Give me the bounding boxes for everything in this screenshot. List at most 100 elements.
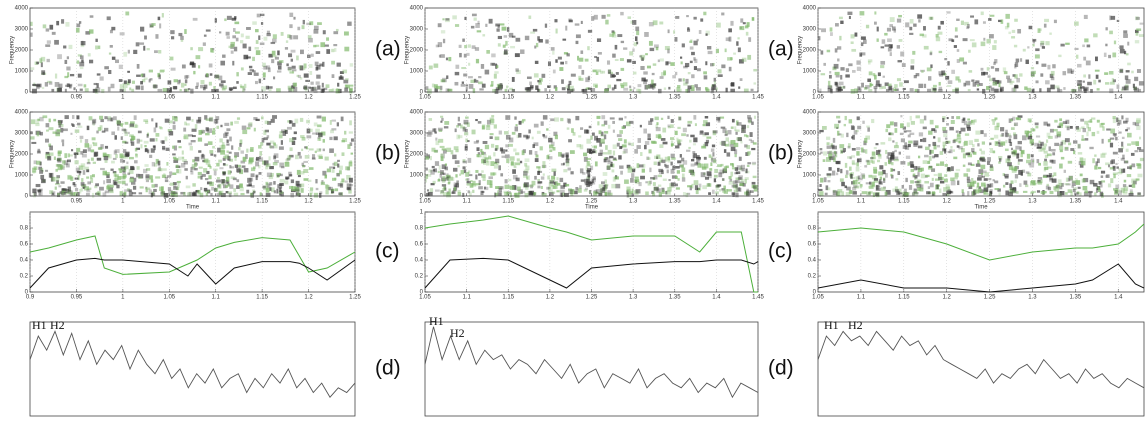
spectral-blob <box>135 42 140 47</box>
spectral-blob <box>973 189 976 194</box>
spectral-blob <box>684 62 690 68</box>
spectral-blob <box>706 46 712 50</box>
spectral-blob <box>662 127 667 133</box>
spectral-blob <box>109 44 113 48</box>
spectral-blob <box>950 177 954 182</box>
spectral-blob <box>211 130 216 135</box>
spectral-blob <box>725 87 728 93</box>
spectral-blob <box>1041 46 1046 49</box>
y-tick-label: 0.4 <box>415 258 424 264</box>
spectral-blob <box>1046 183 1049 187</box>
spectral-blob <box>1034 122 1039 126</box>
spectral-blob <box>301 137 306 141</box>
spectral-blob <box>730 139 736 145</box>
spectral-blob <box>131 80 135 84</box>
spectral-blob <box>644 84 649 90</box>
spectral-blob <box>551 175 556 180</box>
spectral-blob <box>920 138 923 142</box>
spectral-blob <box>713 159 717 164</box>
spectral-blob <box>1083 88 1087 94</box>
spectral-blob <box>130 165 134 170</box>
spectral-blob <box>274 144 278 149</box>
spectral-blob <box>138 192 143 195</box>
spectral-blob <box>952 88 958 93</box>
spectral-blob <box>849 190 852 194</box>
spectral-blob <box>252 189 256 193</box>
spectral-blob <box>168 189 173 194</box>
spectral-blob <box>153 163 158 167</box>
spectral-blob <box>186 192 191 197</box>
spectral-blob <box>1043 167 1047 172</box>
spectral-blob <box>1079 173 1083 177</box>
spectral-blob <box>515 152 520 156</box>
spectral-blob <box>1020 58 1023 62</box>
spectral-blob <box>493 124 497 129</box>
spectral-blob <box>111 56 116 60</box>
spectral-blob <box>216 192 222 197</box>
spectral-blob <box>324 174 328 178</box>
spectral-blob <box>205 159 211 165</box>
spectral-blob <box>222 54 226 58</box>
spectral-blob <box>1002 67 1007 73</box>
spectral-blob <box>591 16 595 21</box>
spectral-blob <box>1059 149 1063 153</box>
y-tick-label: 1000 <box>410 69 424 75</box>
spectral-blob <box>1062 71 1067 76</box>
spectral-blob <box>505 40 508 46</box>
spectral-blob <box>1011 36 1016 39</box>
spectral-blob <box>103 155 109 161</box>
spectral-blob <box>871 181 875 187</box>
spectral-blob <box>550 118 555 122</box>
spectral-blob <box>553 181 557 185</box>
spectral-blob <box>730 171 734 177</box>
spectral-blob <box>1125 117 1129 123</box>
x-tick-label: 1.4 <box>712 95 721 101</box>
spectral-blob <box>494 71 499 74</box>
spectral-blob <box>452 154 457 160</box>
spectral-blob <box>844 185 847 189</box>
spectral-blob <box>1075 54 1079 59</box>
spectral-blob <box>186 116 191 121</box>
spectral-blob <box>1132 180 1137 185</box>
spectral-blob <box>713 77 716 82</box>
spectral-blob <box>603 158 607 163</box>
spectral-blob <box>854 32 858 37</box>
spectral-blob <box>748 37 752 42</box>
spectral-blob <box>870 159 873 163</box>
spectral-blob <box>1100 180 1106 183</box>
spectral-blob <box>470 180 473 183</box>
spectral-blob <box>194 168 198 171</box>
spectral-blob <box>1070 69 1075 73</box>
spectral-blob <box>844 162 848 168</box>
spectral-blob <box>931 128 936 132</box>
spectral-blob <box>486 160 490 166</box>
spectral-blob <box>884 32 888 36</box>
spectral-blob <box>938 81 941 86</box>
spectral-blob <box>1123 50 1127 55</box>
spectral-blob <box>947 150 951 154</box>
spectral-blob <box>604 184 609 187</box>
spectral-blob <box>1048 146 1051 152</box>
spectral-blob <box>1043 143 1048 147</box>
spectral-blob <box>263 36 268 41</box>
spectral-blob <box>959 131 962 134</box>
spectral-blob <box>1040 73 1044 77</box>
spectral-blob <box>634 149 638 154</box>
spectral-blob <box>711 86 716 90</box>
spectral-blob <box>547 61 552 67</box>
spectral-blob <box>1122 188 1128 194</box>
spectral-blob <box>851 147 856 151</box>
spectral-blob <box>926 191 931 195</box>
spectral-blob <box>1013 44 1018 48</box>
spectral-blob <box>208 81 212 86</box>
spectral-blob <box>233 192 239 196</box>
spectral-blob <box>548 137 553 143</box>
spectral-blob <box>942 116 946 120</box>
spectral-blob <box>256 13 261 18</box>
spectral-blob <box>172 191 178 195</box>
spectral-blob <box>315 187 319 191</box>
spectral-blob <box>1046 139 1049 143</box>
spectral-blob <box>1004 132 1008 137</box>
spectral-blob <box>157 160 161 166</box>
spectral-blob <box>268 145 273 148</box>
